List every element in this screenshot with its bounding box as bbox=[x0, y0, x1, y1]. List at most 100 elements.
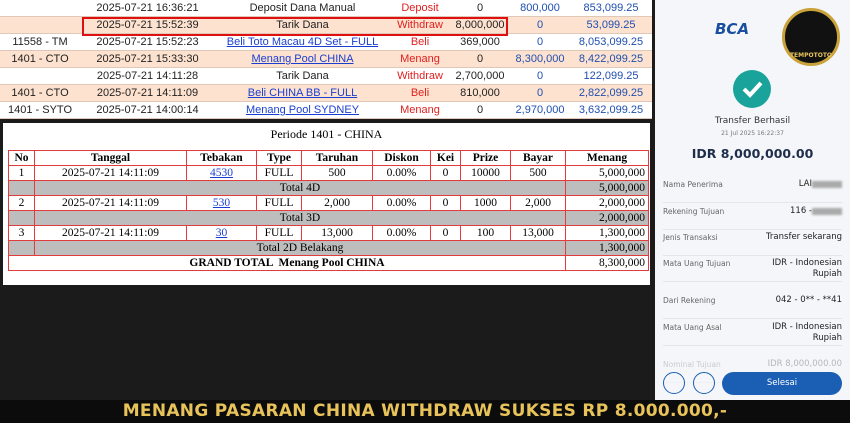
bet-row: 1 2025-07-21 14:11:09 4530 FULL 500 0.00% 0 100… bbox=[8, 165, 649, 181]
transaction-row: 1401 - CTO 2025-07-21 15:33:30 Menang Pool… bbox=[0, 50, 652, 68]
cell: 10000 bbox=[460, 165, 511, 181]
cell bbox=[8, 210, 35, 226]
cell: 800,000 bbox=[510, 0, 570, 17]
cell: 2025-07-21 14:11:09 bbox=[34, 195, 187, 211]
grand-total-label: GRAND TOTAL Menang Pool CHINA bbox=[8, 255, 566, 271]
field-value: 042 - 0** - **41 bbox=[775, 295, 842, 305]
cell bbox=[0, 0, 80, 17]
field-row: Dari Rekening 042 - 0** - **41 bbox=[663, 294, 842, 319]
cell: 530 bbox=[186, 195, 257, 211]
cell: 2 bbox=[8, 195, 35, 211]
field-label: Jenis Transaksi bbox=[663, 233, 718, 242]
cell: 2025-07-21 14:11:09 bbox=[34, 165, 187, 181]
cell: 4530 bbox=[186, 165, 257, 181]
subtotal-value: 5,000,000 bbox=[565, 180, 649, 196]
cell: 2025-07-21 15:52:39 bbox=[80, 16, 215, 34]
cell: Withdraw bbox=[390, 67, 450, 85]
cell: 5,000,000 bbox=[565, 165, 649, 181]
bank-logo: BCA bbox=[715, 20, 750, 38]
cell: Withdraw bbox=[390, 16, 450, 34]
amount: IDR 8,000,000.00 bbox=[691, 146, 814, 161]
cell: Beli bbox=[390, 84, 450, 102]
success-icon bbox=[733, 70, 771, 108]
transaction-row: 1401 - CTO 2025-07-21 14:11:09 Beli CHINA … bbox=[0, 84, 652, 102]
cell: 2,970,000 bbox=[510, 101, 570, 119]
cell: Beli bbox=[390, 33, 450, 51]
cell: 122,099.25 bbox=[570, 67, 652, 85]
field-value: IDR - Indonesian Rupiah bbox=[772, 322, 842, 343]
cell: 11558 - TM bbox=[0, 33, 80, 51]
subtotal-value: 1,300,000 bbox=[565, 240, 649, 256]
cell: 810,000 bbox=[450, 84, 510, 102]
cell: 2025-07-21 15:52:23 bbox=[80, 33, 215, 51]
link[interactable]: Beli CHINA BB - FULL bbox=[247, 87, 358, 99]
cell: 0 bbox=[510, 16, 570, 34]
cell: 1000 bbox=[460, 195, 511, 211]
cell: 369,000 bbox=[450, 33, 510, 51]
field-label: Nominal Tujuan bbox=[663, 360, 721, 369]
guess-link[interactable]: 530 bbox=[212, 197, 231, 209]
link[interactable]: Menang Pool SYDNEY bbox=[245, 104, 360, 116]
datetime: 21 Jul 2025 16:22:37 bbox=[721, 130, 784, 137]
cell: 2025-07-21 16:36:21 bbox=[80, 0, 215, 17]
field-row: Rekening Tujuan 116 - bbox=[663, 205, 842, 230]
download-button[interactable] bbox=[693, 372, 715, 394]
header-cell: Kei bbox=[430, 150, 461, 166]
done-button[interactable]: Selesai bbox=[722, 372, 842, 395]
field-row: Mata Uang Tujuan IDR - Indonesian Rupiah bbox=[663, 257, 842, 282]
cell: 2,000,000 bbox=[565, 195, 649, 211]
cell: 13,000 bbox=[301, 225, 373, 241]
transaction-row: 2025-07-21 14:11:28 Tarik Dana Withdraw 2,7… bbox=[0, 67, 652, 85]
transaction-row: 2025-07-21 16:36:21 Deposit Dana Manual De… bbox=[0, 0, 652, 17]
cell: 2,700,000 bbox=[450, 67, 510, 85]
cell: 8,053,099.25 bbox=[570, 33, 652, 51]
subtotal-row: Total 4D 5,000,000 bbox=[8, 180, 649, 196]
subtotal-row: Total 3D 2,000,000 bbox=[8, 210, 649, 226]
status: Transfer Berhasil bbox=[714, 116, 791, 126]
bet-row: 3 2025-07-21 14:11:09 30 FULL 13,000 0.00% 0 10… bbox=[8, 225, 649, 241]
field-row: Nama Penerima LAI bbox=[663, 178, 842, 203]
cell: 1401 - SYTO bbox=[0, 101, 80, 119]
guess-link[interactable]: 4530 bbox=[210, 167, 233, 179]
brand-logo: TEMPOTOTO bbox=[782, 8, 840, 66]
link[interactable]: Beli Toto Macau 4D Set - FULL bbox=[226, 36, 379, 48]
cell: FULL bbox=[256, 195, 302, 211]
subtotal-row: Total 2D Belakang 1,300,000 bbox=[8, 240, 649, 256]
cell: 2025-07-21 14:00:14 bbox=[80, 101, 215, 119]
subtotal-label: Total 3D bbox=[34, 210, 566, 226]
cell: Menang Pool CHINA bbox=[215, 50, 390, 68]
cell: 8,000,000 bbox=[450, 16, 510, 34]
cell: 0.00% bbox=[372, 195, 431, 211]
header-row: No Tanggal Tebakan Type Taruhan Diskon Kei Priz… bbox=[8, 150, 649, 166]
cell: 3,632,099.25 bbox=[570, 101, 652, 119]
cell: Menang bbox=[390, 101, 450, 119]
cell: 500 bbox=[510, 165, 566, 181]
cell: 1,300,000 bbox=[565, 225, 649, 241]
share-button[interactable] bbox=[663, 372, 685, 394]
field-value: LAI bbox=[798, 179, 812, 189]
cell: Menang Pool SYDNEY bbox=[215, 101, 390, 119]
cell: 8,422,099.25 bbox=[570, 50, 652, 68]
field-row: Jenis Transaksi Transfer sekarang bbox=[663, 231, 842, 256]
cell: 2,000 bbox=[510, 195, 566, 211]
cell: 100 bbox=[460, 225, 511, 241]
cell: 2025-07-21 15:33:30 bbox=[80, 50, 215, 68]
link[interactable]: Menang Pool CHINA bbox=[251, 53, 354, 65]
cell: 0 bbox=[430, 225, 461, 241]
cell: Tarik Dana bbox=[215, 67, 390, 85]
cell: 0 bbox=[510, 84, 570, 102]
cell: 1401 - CTO bbox=[0, 84, 80, 102]
masked-value bbox=[812, 208, 842, 215]
field-value: IDR 8,000,000.00 bbox=[767, 359, 842, 369]
guess-link[interactable]: 30 bbox=[215, 227, 228, 239]
field-label: Mata Uang Asal bbox=[663, 323, 722, 332]
cell: 0 bbox=[510, 33, 570, 51]
cell: 0 bbox=[510, 67, 570, 85]
transaction-row: 2025-07-21 15:52:39 Tarik Dana Withdraw 8,0… bbox=[0, 16, 652, 34]
transaction-row: 11558 - TM 2025-07-21 15:52:23 Beli Toto M… bbox=[0, 33, 652, 51]
transaction-table: 2025-07-21 16:36:21 Deposit Dana Manual De… bbox=[0, 0, 652, 119]
cell: Tarik Dana bbox=[215, 16, 390, 34]
header-cell: No bbox=[8, 150, 35, 166]
cell: Deposit Dana Manual bbox=[215, 0, 390, 17]
receipt: BCA TEMPOTOTO Transfer Berhasil 21 Jul 2… bbox=[655, 0, 850, 400]
